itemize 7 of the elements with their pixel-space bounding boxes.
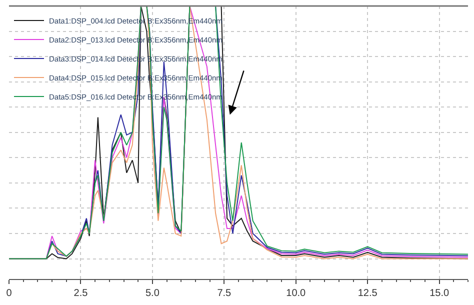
x-tick-label: 15.0 <box>430 288 450 299</box>
x-tick-label: 12.5 <box>358 288 378 299</box>
x-tick-label: 10.0 <box>286 288 306 299</box>
x-tick-label: 0 <box>6 288 12 299</box>
x-tick-label: 7.5 <box>217 288 232 299</box>
x-tick-label: 5.0 <box>145 288 160 299</box>
x-tick-label: 2.5 <box>74 288 88 299</box>
